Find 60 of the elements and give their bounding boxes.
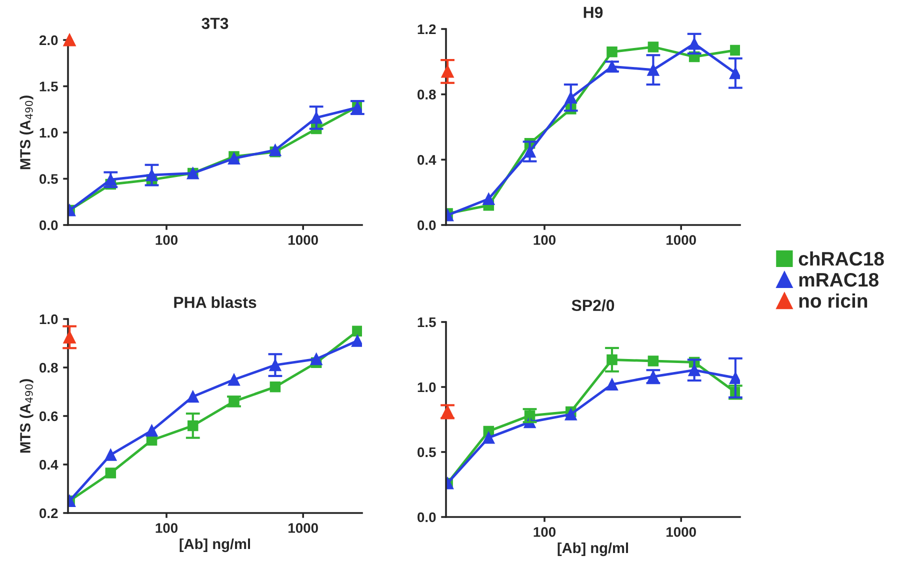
x-axis-title: [Ab] ng/ml: [180, 538, 250, 552]
legend-label: mRAC18: [799, 272, 879, 287]
y-tick-label: 0.4: [418, 155, 436, 165]
y-tick-label: 2.0: [39, 35, 58, 46]
legend-label: no ricin: [799, 293, 868, 308]
x-tick-label: 100: [534, 235, 556, 245]
point: [648, 42, 659, 52]
chart-title: PHA blasts: [174, 296, 256, 308]
point: [269, 144, 282, 156]
y-tick-label: 1.2: [418, 24, 436, 34]
y-tick-label: 1.0: [418, 382, 436, 392]
point: [228, 152, 240, 164]
point: [146, 424, 158, 437]
x-axis-title: [Ab] ng/ml: [558, 542, 628, 556]
x-tick-label: 1000: [666, 527, 696, 537]
point: [648, 356, 659, 366]
point: [63, 34, 76, 46]
point: [564, 408, 577, 420]
y-axis-title: MTS (A$_{490}$): [20, 379, 34, 453]
point: [105, 468, 116, 478]
point: [186, 390, 199, 403]
x-tick-label: 1000: [288, 235, 318, 245]
y-axis-title: MTS (A$_{490}$): [20, 96, 34, 170]
chart-title: SP2/0: [572, 299, 614, 312]
point: [228, 374, 240, 386]
point: [441, 65, 454, 78]
x-tick-label: 1000: [666, 235, 696, 245]
y-tick-label: 0.4: [40, 460, 58, 470]
point: [351, 334, 362, 347]
point: [104, 448, 117, 461]
x-tick-label: 100: [156, 235, 178, 245]
point: [606, 46, 618, 58]
y-tick-label: 0.6: [40, 411, 58, 422]
x-tick-label: 1000: [288, 523, 318, 533]
point: [352, 326, 362, 337]
point: [482, 192, 495, 205]
legend-label: chRAC18: [798, 251, 884, 266]
point: [63, 330, 76, 344]
x-tick-label: 100: [156, 523, 178, 533]
point: [606, 378, 618, 390]
y-tick-label: 0.5: [418, 447, 436, 458]
y-tick-label: 0.8: [40, 362, 58, 373]
y-tick-label: 0.5: [40, 174, 58, 184]
chart-title: H9: [584, 6, 603, 18]
y-tick-label: 1.5: [40, 82, 58, 92]
point: [482, 432, 495, 444]
point: [441, 405, 454, 418]
chart-title: 3T3: [202, 18, 228, 30]
y-tick-label: 0.0: [418, 512, 436, 522]
y-tick-label: 0.0: [40, 220, 58, 230]
y-tick-label: 1.0: [40, 128, 58, 138]
y-tick-label: 1.5: [418, 317, 436, 328]
x-tick-label: 100: [534, 527, 556, 537]
y-tick-label: 0.2: [40, 508, 58, 518]
point: [310, 352, 322, 366]
y-tick-label: 0.0: [418, 220, 436, 230]
y-tick-label: 1.0: [40, 314, 58, 324]
point: [730, 44, 740, 56]
point: [270, 382, 281, 392]
y-tick-label: 0.8: [418, 90, 436, 100]
